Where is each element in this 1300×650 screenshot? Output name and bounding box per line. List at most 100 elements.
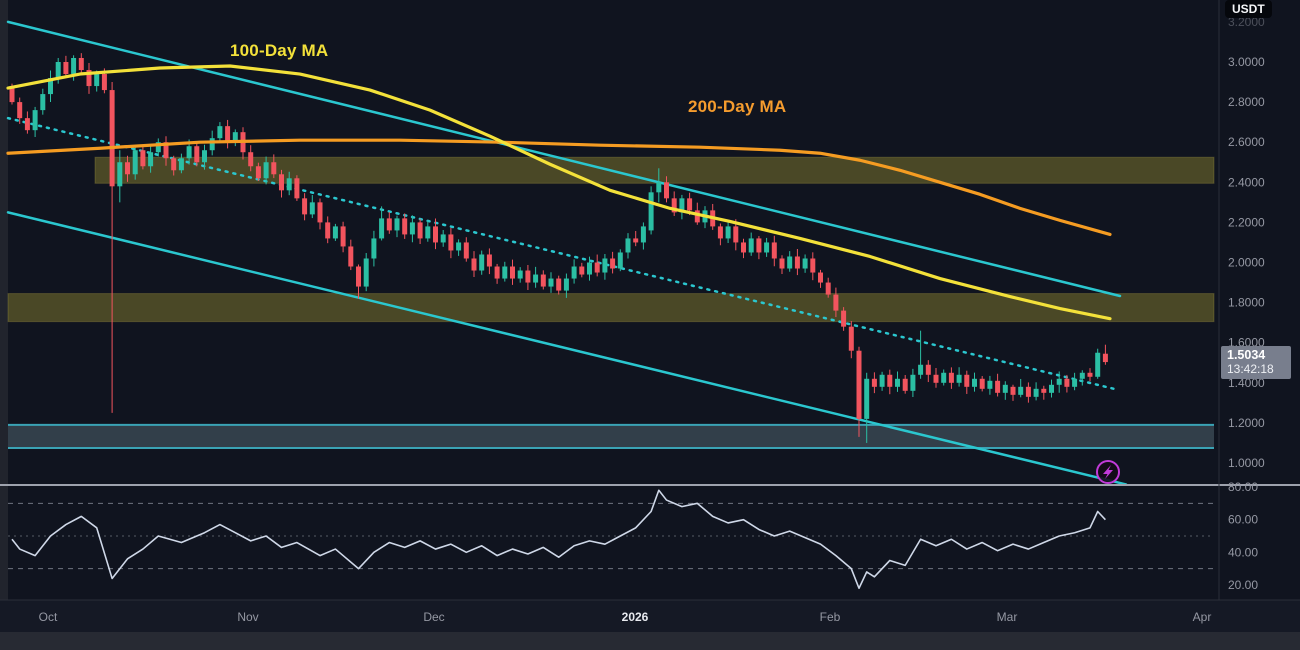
candle (933, 374, 939, 383)
candle (1087, 372, 1093, 377)
resistance-zone-lower (7, 293, 1215, 323)
candle (433, 226, 438, 243)
candle (733, 226, 739, 243)
candle (871, 378, 877, 387)
candle (217, 126, 223, 139)
lower-trendline (6, 211, 1128, 486)
candle (109, 90, 115, 187)
candle (125, 162, 130, 175)
price-tick-label: 1.4000 (1228, 376, 1265, 390)
candle (255, 166, 261, 179)
candle (887, 374, 893, 387)
candle (356, 266, 361, 287)
candle (864, 378, 870, 419)
candle (425, 226, 431, 239)
candle (810, 258, 816, 273)
price-axis-region[interactable] (1219, 0, 1300, 600)
time-tick-label: Mar (997, 610, 1018, 624)
candle (232, 132, 238, 143)
candle (302, 198, 308, 215)
time-tick-label: Feb (820, 610, 841, 624)
candle (178, 158, 184, 171)
candle (787, 256, 793, 269)
ma200-label: 200-Day MA (688, 97, 787, 116)
candle (1095, 352, 1101, 377)
candle (1002, 384, 1008, 393)
candle (371, 238, 377, 259)
candle (332, 226, 338, 239)
candle (948, 372, 954, 383)
candle (440, 234, 446, 243)
rsi-tick-label: 60.00 (1228, 513, 1258, 527)
candle (610, 258, 616, 269)
time-axis-region[interactable] (0, 600, 1300, 632)
candle (186, 146, 192, 159)
ma200-line (6, 138, 1112, 237)
candle (587, 262, 592, 275)
candle (617, 252, 623, 269)
candle (694, 210, 700, 223)
candle (132, 150, 138, 175)
candle (510, 266, 515, 279)
price-tick-label: 3.2000 (1228, 15, 1265, 29)
candle (925, 364, 931, 375)
candle (9, 86, 15, 103)
candle (848, 326, 854, 351)
candle (117, 162, 123, 187)
candle (363, 258, 369, 287)
candle (1033, 388, 1039, 397)
time-tick-label: Oct (39, 610, 58, 624)
support-zone-fill (8, 424, 1214, 448)
candle (902, 378, 908, 391)
candle (671, 198, 677, 213)
candle (1079, 372, 1085, 379)
ma100-line (6, 64, 1112, 321)
candle (202, 150, 207, 163)
candle (86, 70, 92, 87)
candle (402, 218, 408, 235)
symbol-chip[interactable]: USDT (1225, 0, 1272, 18)
candle (910, 374, 916, 391)
candle (71, 57, 77, 75)
candle (1072, 378, 1078, 387)
resistance-zone-upper (94, 156, 1215, 184)
candle (556, 278, 562, 291)
candle (594, 262, 600, 273)
candle (48, 78, 53, 95)
candle (394, 218, 400, 231)
candle (956, 374, 962, 383)
candle (78, 57, 84, 71)
lightning-bolt-icon (1103, 465, 1113, 479)
candle (633, 238, 639, 243)
candle (263, 162, 269, 179)
rsi-pane (8, 489, 1214, 590)
candle (987, 380, 993, 389)
candle (286, 178, 292, 191)
candle (32, 110, 38, 131)
candle (802, 258, 808, 269)
candle (225, 126, 231, 143)
candle (995, 380, 1001, 393)
candle (1041, 388, 1047, 393)
candle (486, 254, 492, 267)
candle (679, 198, 685, 213)
candle (40, 94, 46, 111)
candle (563, 278, 569, 291)
candle (309, 202, 315, 215)
candle (148, 152, 154, 167)
candle (818, 272, 823, 283)
flash-icon[interactable] (1096, 460, 1120, 484)
candle (625, 238, 631, 253)
candle (317, 202, 323, 223)
candles-layer (9, 53, 1108, 443)
candle (602, 258, 608, 273)
time-tick-label: Apr (1193, 610, 1212, 624)
candle (972, 378, 977, 387)
candle (456, 242, 462, 251)
candle (779, 258, 785, 269)
candle (155, 142, 161, 153)
candle (101, 74, 107, 91)
candle (640, 226, 646, 243)
